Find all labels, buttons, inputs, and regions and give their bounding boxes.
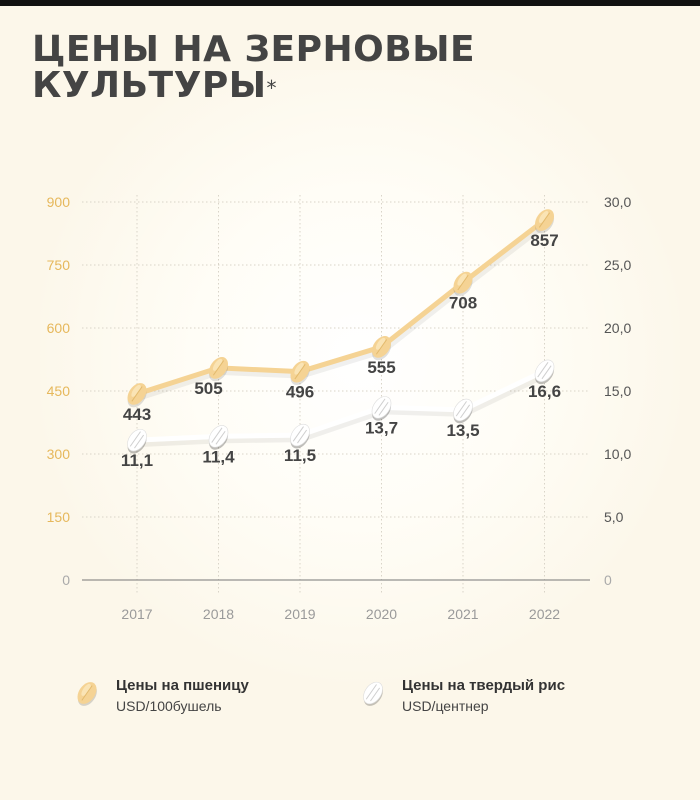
marker-ridge	[455, 401, 467, 417]
legend-unit-rice: USD/центнер	[402, 698, 489, 714]
y-right-tick-label: 5,0	[604, 509, 624, 525]
x-tick-label: 2017	[121, 606, 152, 622]
marker-ridge	[378, 401, 389, 416]
rice-grain-marker	[534, 359, 555, 385]
marker-body	[453, 398, 473, 422]
wheat-grain-marker	[371, 336, 392, 361]
data-label: 708	[449, 294, 477, 313]
title-line-2: КУЛЬТУРЫ*	[32, 68, 475, 104]
rice-price-line	[134, 368, 547, 443]
marker-body	[534, 359, 555, 382]
y-left-tick-label: 0	[62, 572, 70, 588]
data-label: 857	[530, 231, 558, 250]
rice-grain-marker	[371, 396, 392, 421]
y-right-tick-label: 10,0	[604, 446, 631, 462]
legend-name-rice: Цены на твердый рис	[402, 677, 566, 694]
legend-text-rice: Цены на твердый рис USD/центнер	[402, 676, 565, 716]
marker-highlight	[294, 362, 304, 375]
page-title: ЦЕНЫ НА ЗЕРНОВЫЕ КУЛЬТУРЫ*	[32, 32, 475, 104]
x-tick-label: 2022	[529, 606, 560, 622]
marker-ridge	[374, 398, 386, 414]
marker-ridge	[292, 426, 304, 442]
x-tick-label: 2020	[366, 606, 397, 622]
y-left-tick-label: 900	[47, 194, 71, 210]
marker-highlight	[457, 273, 467, 286]
rice-grain-marker	[453, 398, 473, 424]
x-tick-label: 2018	[203, 606, 234, 622]
series-line-shadow	[134, 369, 550, 448]
legend-name-wheat: Цены на пшеницу	[116, 677, 249, 694]
y-right-tick-label: 15,0	[604, 383, 631, 399]
data-label: 16,6	[528, 382, 561, 401]
marker-ridge	[538, 212, 551, 228]
marker-ridge	[457, 274, 469, 291]
marker-highlight	[131, 384, 141, 397]
data-label: 505	[194, 379, 222, 398]
rice-grain-icon	[363, 681, 383, 706]
marker-ridge	[215, 430, 226, 445]
wheat-grain-icon	[77, 682, 97, 706]
y-right-tick-label: 25,0	[604, 257, 631, 273]
series-line-shadow	[134, 219, 550, 401]
y-right-tick-label: 30,0	[604, 194, 631, 210]
y-left-tick-label: 300	[47, 446, 71, 462]
legend-text-wheat: Цены на пшеницу USD/100бушель	[116, 676, 249, 716]
legend-unit-wheat: USD/100бушель	[116, 698, 222, 714]
rice-grain-marker	[208, 425, 229, 450]
marker-highlight	[538, 211, 549, 223]
marker-highlight	[212, 358, 223, 371]
wheat-price-line	[134, 217, 547, 397]
data-label: 555	[367, 358, 395, 377]
marker-ridge	[211, 427, 223, 443]
rice-grain-marker	[127, 428, 147, 454]
data-label: 13,7	[365, 418, 398, 437]
title-footnote-mark: *	[266, 76, 278, 100]
y-left-tick-label: 750	[47, 257, 71, 273]
title-line-2-text: КУЛЬТУРЫ	[32, 65, 267, 106]
data-label: 11,1	[121, 451, 153, 470]
top-bar	[0, 0, 700, 6]
marker-ridge	[212, 360, 225, 376]
wheat-grain-marker	[290, 360, 310, 386]
marker-ridge	[131, 386, 143, 402]
y-right-tick-label: 0	[604, 572, 612, 588]
wheat-grain-marker	[453, 271, 473, 296]
marker-ridge	[541, 365, 552, 380]
data-label: 11,4	[202, 447, 235, 466]
data-label: 11,5	[284, 446, 316, 465]
marker-body	[208, 425, 229, 448]
wheat-grain-marker	[534, 209, 555, 234]
y-left-tick-label: 150	[47, 509, 71, 525]
wheat-grain-marker	[127, 383, 147, 408]
rice-grain-marker	[290, 423, 310, 449]
marker-ridge	[129, 431, 141, 447]
title-line-1: ЦЕНЫ НА ЗЕРНОВЫЕ	[32, 29, 476, 70]
marker-ridge	[460, 404, 471, 419]
marker-body	[371, 396, 392, 419]
marker-highlight	[375, 337, 386, 350]
y-left-tick-label: 600	[47, 320, 71, 336]
marker-ridge	[297, 429, 308, 444]
data-label: 443	[123, 405, 151, 424]
marker-ridge	[375, 339, 388, 355]
data-label: 496	[286, 383, 314, 402]
marker-ridge	[294, 364, 306, 380]
x-tick-label: 2019	[284, 606, 315, 622]
legend-item-rice: Цены на твердый рис USD/центнер	[358, 676, 565, 716]
data-label: 13,5	[446, 421, 479, 440]
marker-ridge	[134, 434, 145, 449]
wheat-grain-marker	[208, 357, 229, 382]
y-left-tick-label: 450	[47, 383, 71, 399]
marker-ridge	[537, 362, 549, 378]
y-right-tick-label: 20,0	[604, 320, 631, 336]
legend-item-wheat: Цены на пшеницу USD/100бушель	[72, 676, 249, 716]
marker-body	[127, 428, 147, 452]
marker-body	[290, 423, 310, 447]
x-tick-label: 2021	[447, 606, 478, 622]
